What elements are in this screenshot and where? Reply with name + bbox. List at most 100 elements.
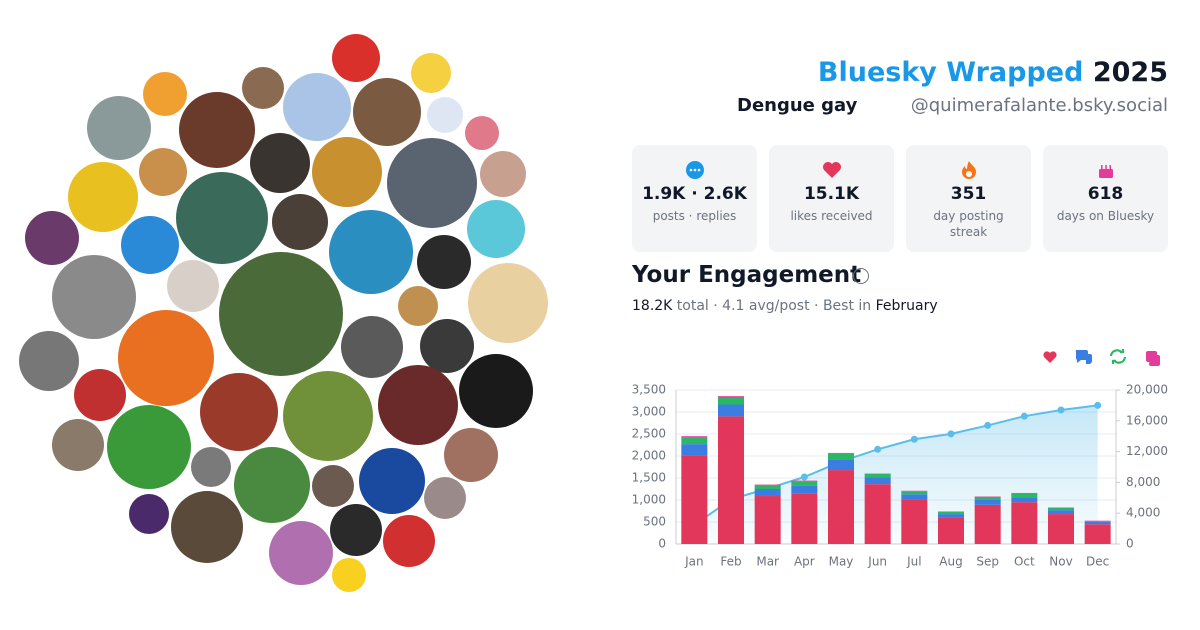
best-month: February: [875, 298, 938, 314]
stat-label: days on Bluesky: [1056, 209, 1155, 223]
avatar: [283, 371, 373, 461]
title-year: 2025: [1092, 57, 1168, 88]
avatar: [341, 316, 403, 378]
stat-card: 15.1K likes received: [769, 145, 894, 252]
stat-card: 1.9K · 2.6K posts · replies: [632, 145, 757, 252]
y2-tick-label: 0: [1126, 537, 1134, 551]
y2-tick-label: 12,000: [1126, 444, 1168, 458]
avatar: [176, 172, 268, 264]
y-tick-label: 1,000: [632, 493, 666, 507]
bar-segment: [718, 397, 744, 405]
bar-segment: [681, 436, 708, 438]
bar-segment: [1011, 497, 1038, 503]
bar-segment: [828, 452, 854, 454]
bar-segment: [938, 511, 964, 515]
avatar: [129, 494, 169, 534]
bar-segment: [718, 416, 744, 544]
stat-value: 351: [950, 184, 987, 204]
avatar: [52, 255, 136, 339]
stat-icon: [822, 162, 841, 178]
x-tick-label: Dec: [1086, 555, 1109, 569]
bar-segment: [681, 455, 708, 544]
stat-icon: [961, 161, 976, 179]
avatar: [468, 263, 548, 343]
bar-segment: [718, 404, 744, 417]
avatar: [427, 97, 463, 133]
avatar: [398, 286, 438, 326]
bar-segment: [791, 481, 818, 486]
avatar: [332, 34, 380, 82]
section-subtitle: 18.2K total · 4.1 avg/post · Best in Feb…: [632, 298, 938, 314]
y-tick-label: 1,500: [632, 471, 666, 485]
avatar: [143, 72, 187, 116]
line-point: [1094, 401, 1102, 409]
avatar: [234, 447, 310, 523]
avatar: [330, 504, 382, 556]
avatar: [411, 53, 451, 93]
info-icon[interactable]: [853, 268, 869, 284]
bar-segment: [828, 459, 854, 471]
bar-segment: [1048, 514, 1074, 544]
avatar: [242, 67, 284, 109]
y2-tick-label: 20,000: [1126, 383, 1168, 397]
bar-segment: [681, 444, 708, 456]
bar-segment: [901, 499, 928, 544]
line-point: [984, 421, 992, 429]
avatar: [283, 73, 351, 141]
bar-segment: [864, 474, 891, 478]
line-point: [1020, 412, 1028, 420]
y-tick-label: 2,000: [632, 449, 666, 463]
avatar: [467, 200, 525, 258]
stat-value: 15.1K: [803, 184, 860, 204]
bar-segment: [828, 470, 854, 544]
bar-segment: [1084, 522, 1111, 525]
avatar: [272, 194, 328, 250]
x-tick-label: May: [829, 555, 854, 569]
x-tick-label: Apr: [794, 555, 815, 569]
bar-segment: [754, 489, 781, 497]
stat-label: likes received: [790, 209, 873, 223]
x-tick-label: Oct: [1014, 555, 1035, 569]
title: Bluesky Wrapped 2025: [818, 57, 1168, 88]
avatar: [329, 210, 413, 294]
stat-label: day posting streak: [933, 209, 1004, 239]
y-tick-label: 500: [643, 515, 666, 529]
avatar: [68, 162, 138, 232]
bar-segment: [681, 437, 708, 445]
bar-segment: [718, 396, 744, 398]
avatar: [250, 133, 310, 193]
avatar: [121, 216, 179, 274]
avatar-cloud: [19, 34, 548, 592]
avatar: [200, 373, 278, 451]
legend-icon[interactable]: [1043, 351, 1057, 363]
avatar: [191, 447, 231, 487]
bar-segment: [974, 504, 1001, 544]
bar-segment: [864, 484, 891, 544]
legend-icon[interactable]: [1146, 351, 1160, 366]
title-text: Bluesky Wrapped: [817, 57, 1084, 88]
avatar: [269, 521, 333, 585]
x-tick-label: Jun: [867, 555, 887, 569]
line-point: [800, 473, 808, 481]
y-tick-label: 3,000: [632, 405, 666, 419]
legend-icon[interactable]: [1109, 349, 1127, 364]
avatar: [359, 448, 425, 514]
avatar: [167, 260, 219, 312]
avatar: [332, 558, 366, 592]
line-point: [947, 430, 955, 438]
avatar: [465, 116, 499, 150]
bar-segment: [1084, 524, 1111, 544]
legend-icon[interactable]: [1075, 350, 1092, 364]
x-tick-label: Aug: [939, 555, 962, 569]
bar-segment: [791, 485, 818, 494]
avatar: [171, 491, 243, 563]
avatar: [417, 235, 471, 289]
bar-segment: [901, 491, 928, 495]
y2-tick-label: 8,000: [1126, 475, 1160, 489]
avatar: [107, 405, 191, 489]
bar-segment: [1048, 507, 1074, 511]
bar-segment: [864, 477, 891, 485]
stat-value: 1.9K · 2.6K: [642, 184, 747, 204]
